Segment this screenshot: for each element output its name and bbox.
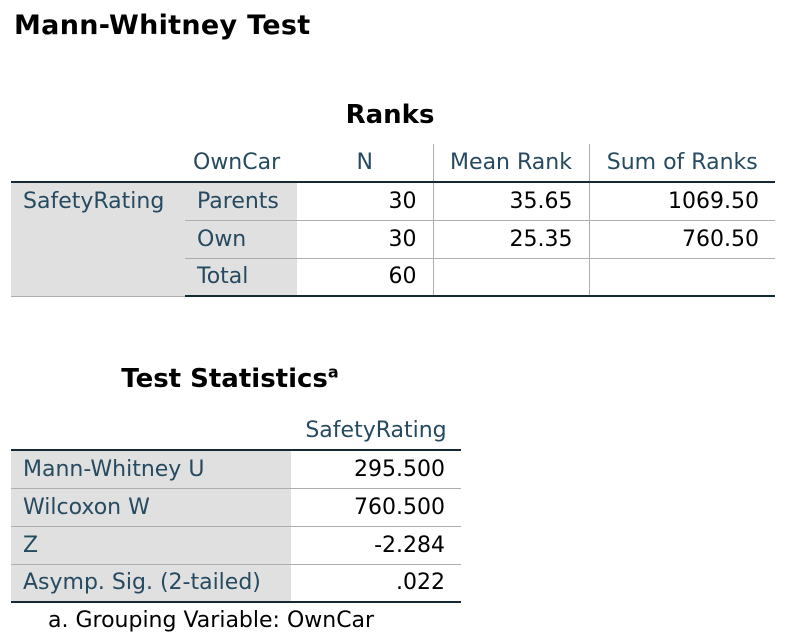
ranks-group-label: Total [185, 258, 297, 297]
ranks-sum: 760.50 [588, 220, 775, 259]
ranks-n: 30 [297, 220, 433, 259]
ranks-group-label: Own [185, 220, 297, 259]
table-row: Wilcoxon W 760.500 [11, 488, 461, 527]
ranks-col-sum: Sum of Ranks [588, 144, 775, 183]
stats-value: 295.500 [291, 450, 461, 489]
ranks-sum: 1069.50 [588, 182, 775, 221]
ranks-title: Ranks [345, 100, 435, 130]
stats-value: 760.500 [291, 488, 461, 527]
stats-table: SafetyRating Mann-Whitney U 295.500 Wilc… [11, 412, 461, 603]
ranks-n: 30 [297, 182, 433, 221]
ranks-corner [11, 144, 185, 183]
stats-value: .022 [291, 564, 461, 603]
table-row: SafetyRating Parents 30 35.65 1069.50 [11, 182, 775, 297]
ranks-n: 60 [297, 258, 433, 297]
ranks-sum [588, 258, 775, 297]
stats-title: Test Statisticsa [80, 364, 380, 394]
ranks-col-mean: Mean Rank [432, 144, 589, 183]
stats-label: Z [11, 526, 291, 565]
ranks-table: OwnCar N Mean Rank Sum of Ranks SafetyRa… [11, 144, 775, 297]
stats-corner [11, 412, 291, 451]
stats-col-safetyrating: SafetyRating [291, 412, 461, 451]
table-row: Mann-Whitney U 295.500 [11, 450, 461, 489]
table-row: Asymp. Sig. (2-tailed) .022 [11, 564, 461, 603]
stats-value: -2.284 [291, 526, 461, 565]
stats-header-row: SafetyRating [11, 412, 461, 451]
table-row: Z -2.284 [11, 526, 461, 565]
table-row: Total 60 [11, 258, 775, 297]
page-heading: Mann-Whitney Test [14, 10, 311, 41]
stats-title-footnote-mark: a [327, 362, 339, 382]
ranks-col-group: OwnCar [185, 144, 297, 183]
ranks-header-row: OwnCar N Mean Rank Sum of Ranks [11, 144, 775, 183]
stats-label: Wilcoxon W [11, 488, 291, 527]
ranks-group-label: Parents [185, 182, 297, 221]
ranks-mean: 25.35 [432, 220, 589, 259]
footnote: a. Grouping Variable: OwnCar [48, 608, 375, 633]
stats-title-text: Test Statistics [121, 364, 328, 394]
ranks-col-n: N [297, 144, 433, 183]
stats-label: Mann-Whitney U [11, 450, 291, 489]
ranks-variable: SafetyRating [11, 182, 185, 297]
stats-label: Asymp. Sig. (2-tailed) [11, 564, 291, 603]
ranks-mean [432, 258, 589, 297]
table-row: Own 30 25.35 760.50 [11, 220, 775, 259]
ranks-mean: 35.65 [432, 182, 589, 221]
